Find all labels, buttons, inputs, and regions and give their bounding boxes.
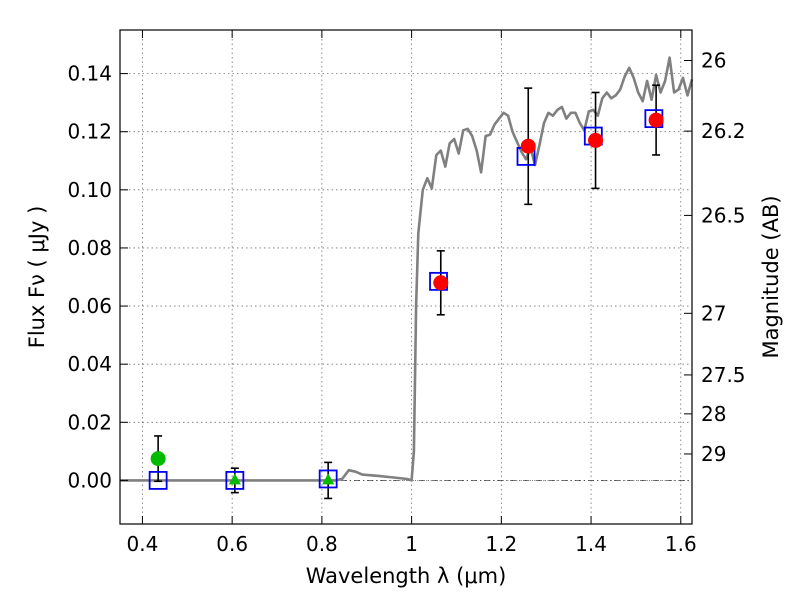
x-tick-label: 1.2 (485, 532, 517, 556)
y-tick-label: 0.06 (67, 294, 112, 318)
y-tick-label: 0.04 (67, 352, 112, 376)
magnitude-tick-label: 26 (701, 49, 726, 73)
y-tick-label: 0.14 (67, 62, 112, 86)
magnitude-tick-label: 26.2 (701, 119, 746, 143)
model-photometry-square (318, 469, 338, 489)
magnitude-tick-labels: 26 26.2 26.5 27 27.5 28 29 (701, 49, 746, 466)
x-tick-label: 0.4 (127, 532, 159, 556)
y-tick-label: 0.12 (67, 120, 112, 144)
magnitude-tick-label: 27 (701, 301, 726, 325)
x-tick-label: 1 (405, 532, 418, 556)
model-photometry-square (225, 471, 245, 490)
green-triangle-point (322, 473, 335, 485)
y-tick-label: 0.10 (67, 178, 112, 202)
red-detection-point (648, 112, 664, 128)
magnitude-tick-label: 29 (701, 442, 726, 466)
y-axis-title: Flux Fν ( μJy ) (25, 206, 49, 349)
green-circle-point (150, 451, 166, 467)
x-tick-label: 0.8 (306, 532, 338, 556)
red-detection-point (520, 138, 536, 154)
y-tick-label: 0.02 (67, 410, 112, 434)
y2-axis-title: Magnitude (AB) (759, 195, 783, 358)
x-tick-label: 1.4 (575, 532, 607, 556)
plot-frame (119, 29, 693, 525)
x-tick-label: 1.6 (665, 532, 697, 556)
magnitude-tick-label: 26.5 (701, 203, 746, 227)
model-photometry-square (148, 471, 168, 490)
magnitude-tick-label: 28 (701, 402, 726, 426)
data-points (150, 112, 664, 485)
red-detection-point (588, 132, 604, 148)
y-tick-label: 0.08 (67, 236, 112, 260)
x-axis-title: Wavelength λ (μm) (306, 564, 507, 588)
y-tick-labels: 0.00 0.02 0.04 0.06 0.08 0.10 0.12 0.14 (67, 62, 112, 493)
magnitude-tick-label: 27.5 (701, 363, 746, 387)
x-tick-labels: 0.4 0.6 0.8 1 1.2 1.4 1.6 (127, 532, 697, 556)
plot-background (120, 30, 692, 524)
axis-ticks (120, 30, 692, 524)
x-tick-label: 0.6 (216, 532, 248, 556)
y-tick-label: 0.00 (67, 468, 112, 492)
green-triangle-point (228, 473, 241, 485)
red-detection-point (433, 275, 449, 291)
